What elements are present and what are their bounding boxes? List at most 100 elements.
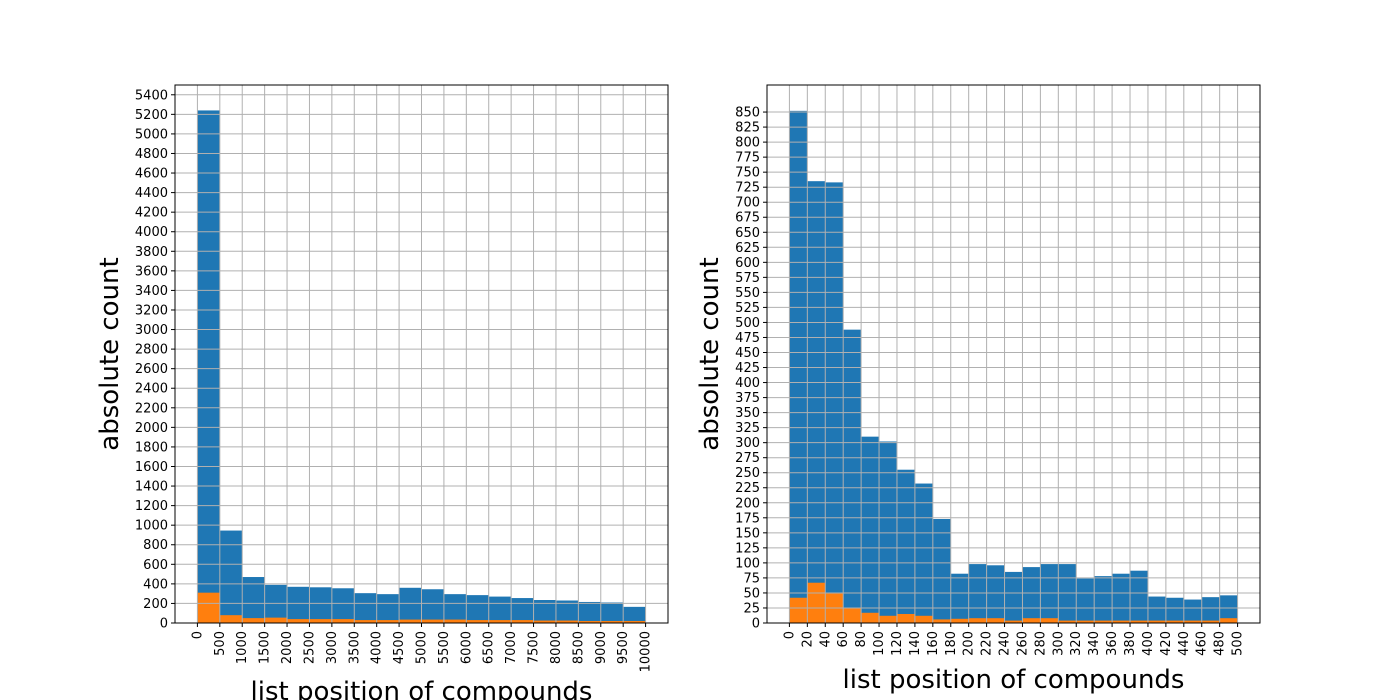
- y-tick-label: 475: [735, 331, 760, 346]
- bar-series1-bin4: [843, 329, 862, 623]
- bar-series1-bin22: [1165, 597, 1184, 623]
- x-tick-label: 460: [1195, 631, 1210, 656]
- bar-series1-bin11: [968, 564, 987, 623]
- bar-series1-bin7: [896, 469, 915, 623]
- bar-series2-bin22: [1165, 620, 1184, 623]
- y-tick-label: 525: [735, 301, 760, 316]
- y-tick-label: 50: [743, 586, 760, 601]
- bar-series1-bin20: [1130, 570, 1148, 623]
- bar-series2-bin7: [331, 619, 355, 623]
- x-tick-label: 200: [962, 631, 977, 656]
- x-tick-label: 0: [190, 631, 205, 639]
- x-tick-label: 420: [1159, 631, 1174, 656]
- bar-series1-bin8: [354, 593, 377, 623]
- bar-series1-bin25: [1219, 595, 1238, 623]
- y-tick-label: 275: [735, 451, 760, 466]
- bar-series1-bin21: [1147, 596, 1166, 623]
- bar-series2-bin9: [376, 620, 400, 623]
- bar-series2-bin3: [242, 618, 265, 623]
- y-tick-label: 3800: [135, 245, 168, 260]
- bar-series1-bin13: [466, 595, 489, 623]
- y-tick-label: 4600: [135, 167, 168, 182]
- bar-series1-bin7: [331, 588, 355, 623]
- y-tick-label: 5000: [135, 127, 168, 142]
- bar-series2-bin6: [309, 619, 332, 623]
- y-tick-label: 400: [735, 376, 760, 391]
- y-tick-label: 850: [735, 106, 760, 121]
- x-tick-label: 260: [1015, 631, 1030, 656]
- bar-series1-bin18: [578, 601, 601, 623]
- bar-series1-bin20: [623, 606, 646, 623]
- y-tick-label: 650: [735, 226, 760, 241]
- bar-series1-bin23: [1183, 599, 1202, 623]
- x-tick-label: 8000: [549, 631, 564, 664]
- bar-series2-bin14: [488, 620, 512, 623]
- y-tick-label: 725: [735, 181, 760, 196]
- bar-series1-bin16: [533, 600, 556, 623]
- bar-series1-bin5: [861, 436, 880, 623]
- y-tick-label: 700: [735, 196, 760, 211]
- bar-series1-bin10: [950, 573, 969, 623]
- x-tick-label: 480: [1213, 631, 1228, 656]
- y-tick-label: 75: [743, 571, 760, 586]
- y-tick-label: 775: [735, 151, 760, 166]
- bar-series1-bin2: [807, 181, 826, 623]
- bar-series1-bin9: [932, 519, 951, 623]
- bar-series1-bin19: [1112, 573, 1131, 623]
- x-axis-title: list position of compounds: [843, 665, 1185, 695]
- bar-series1-bin17: [555, 600, 579, 623]
- bar-series2-bin18: [578, 621, 601, 623]
- plot-frame: [766, 84, 1261, 624]
- bar-series1-bin6: [879, 441, 897, 623]
- x-tick-label: 9000: [594, 631, 609, 664]
- bar-series1-bin16: [1058, 564, 1077, 623]
- bar-series2-bin13: [466, 620, 489, 623]
- bar-series2-bin17: [555, 620, 579, 623]
- y-tick-label: 550: [735, 286, 760, 301]
- bar-series2-bin19: [1112, 620, 1131, 623]
- x-tick-label: 1000: [235, 631, 250, 664]
- y-tick-label: 425: [735, 361, 760, 376]
- x-tick-label: 340: [1087, 631, 1102, 656]
- bar-series2-bin11: [968, 618, 987, 623]
- y-axis-title: absolute count: [95, 257, 125, 450]
- bar-series2-bin9: [932, 619, 951, 623]
- y-tick-label: 800: [735, 136, 760, 151]
- x-tick-label: 440: [1177, 631, 1192, 656]
- y-tick-label: 250: [735, 466, 760, 481]
- y-tick-label: 600: [143, 558, 168, 573]
- bar-series1-bin17: [1076, 578, 1095, 623]
- y-tick-label: 750: [735, 166, 760, 181]
- y-tick-label: 150: [735, 526, 760, 541]
- y-tick-label: 500: [735, 316, 760, 331]
- x-axis-title: list position of compounds: [251, 677, 593, 700]
- x-tick-label: 3500: [347, 631, 362, 664]
- bar-series1-bin14: [1022, 567, 1041, 623]
- y-tick-label: 825: [735, 121, 760, 136]
- bar-series2-bin24: [1201, 620, 1220, 623]
- bar-series1-bin15: [1040, 564, 1059, 623]
- y-tick-label: 0: [160, 617, 168, 632]
- y-tick-label: 350: [735, 406, 760, 421]
- bar-series1-bin19: [600, 602, 624, 623]
- x-tick-label: 6500: [482, 631, 497, 664]
- x-tick-label: 120: [890, 631, 905, 656]
- y-tick-label: 2400: [135, 382, 168, 397]
- x-tick-label: 4000: [370, 631, 385, 664]
- bar-series1-bin10: [399, 587, 422, 623]
- bar-series1-bin11: [421, 589, 444, 623]
- bar-series2-bin21: [1147, 620, 1166, 623]
- bar-series1-bin14: [488, 596, 512, 623]
- y-tick-label: 375: [735, 391, 760, 406]
- y-axis-title: absolute count: [695, 257, 725, 450]
- y-tick-label: 800: [143, 538, 168, 553]
- x-tick-label: 160: [926, 631, 941, 656]
- chart-2: 0 20 40 60 80 100 120 140 160 180 200 220 240 260 280 3…: [695, 84, 1261, 695]
- x-tick-label: 380: [1123, 631, 1138, 656]
- y-tick-label: 4200: [135, 206, 168, 221]
- x-tick-label: 180: [944, 631, 959, 656]
- bar-series2-bin1: [197, 592, 220, 623]
- y-tick-label: 2800: [135, 343, 168, 358]
- bar-series2-bin5: [287, 619, 310, 623]
